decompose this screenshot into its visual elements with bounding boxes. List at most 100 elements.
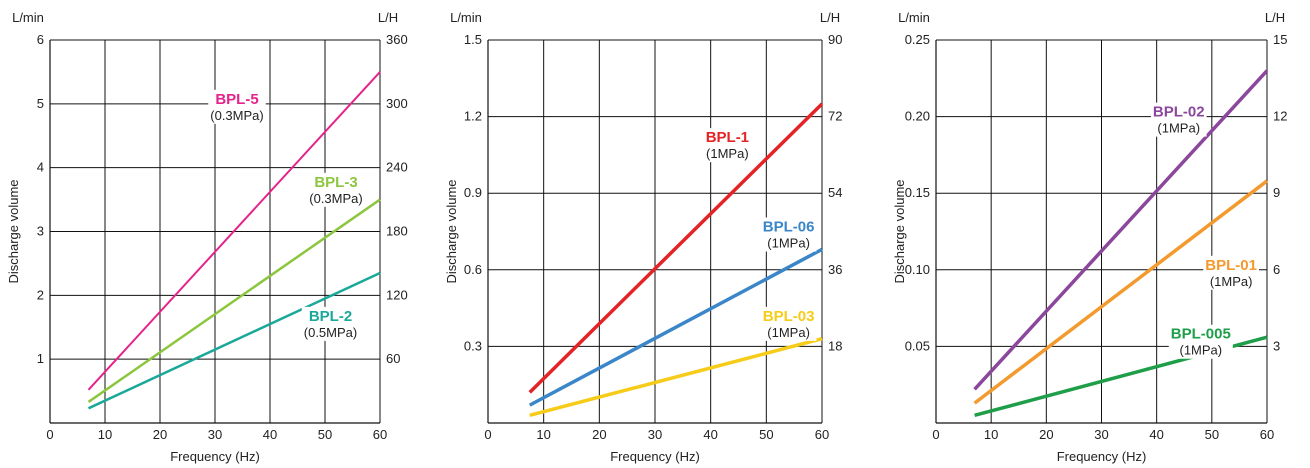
y-tick-left-label: 0.3: [464, 338, 482, 353]
left-unit-label: L/min: [898, 10, 930, 25]
y-tick-left-label: 1.5: [464, 32, 482, 47]
series-name-label: BPL-2: [309, 308, 352, 325]
y-tick-left-label: 6: [37, 32, 44, 47]
y-tick-left-label: 3: [37, 224, 44, 239]
y-tick-left-label: 2: [37, 287, 44, 302]
x-tick-label: 20: [153, 427, 167, 442]
x-tick-label: 50: [1205, 427, 1219, 442]
series-pressure-label: (1MPa): [1210, 274, 1253, 289]
right-unit-label: L/H: [1265, 10, 1285, 25]
left-unit-label: L/min: [450, 10, 482, 25]
right-unit-label: L/H: [378, 10, 398, 25]
y-tick-left-label: 0.6: [464, 262, 482, 277]
y-tick-right-label: 36: [828, 262, 842, 277]
x-tick-label: 0: [46, 427, 53, 442]
x-tick-label: 30: [648, 427, 662, 442]
y-tick-right-label: 180: [386, 224, 408, 239]
series-pressure-label: (0.3MPa): [309, 191, 362, 206]
y-tick-left-label: 0.10: [905, 262, 930, 277]
series-label-background: [307, 172, 365, 207]
y-tick-right-label: 240: [386, 160, 408, 175]
series-pressure-label: (1MPa): [767, 325, 810, 340]
x-axis-title: Frequency (Hz): [1057, 449, 1147, 464]
y-tick-left-label: 0.9: [464, 185, 482, 200]
chart-panel-1: 1 2 3 4 5 6 60 120 180 240 300 360 0 10 20 30 40 50 60 L/mi…: [6, 10, 408, 464]
x-tick-label: 30: [208, 427, 222, 442]
y-tick-right-label: 54: [828, 185, 842, 200]
y-tick-left-label: 0.05: [905, 338, 930, 353]
y-tick-left-label: 4: [37, 160, 44, 175]
x-tick-label: 60: [815, 427, 829, 442]
y-tick-left-label: 0.15: [905, 185, 930, 200]
left-unit-label: L/min: [12, 10, 44, 25]
y-tick-right-label: 360: [386, 32, 408, 47]
x-tick-label: 0: [932, 427, 939, 442]
y-tick-right-label: 12: [1273, 109, 1287, 124]
y-tick-right-label: 6: [1273, 262, 1280, 277]
y-tick-right-label: 3: [1273, 338, 1280, 353]
x-tick-label: 50: [759, 427, 773, 442]
y-tick-left-label: 5: [37, 96, 44, 111]
x-tick-label: 60: [373, 427, 387, 442]
y-tick-right-label: 72: [828, 109, 842, 124]
series-label-background: [703, 128, 752, 163]
series-name-label: BPL-02: [1153, 104, 1205, 121]
x-tick-label: 20: [592, 427, 606, 442]
y-tick-left-label: 0.20: [905, 109, 930, 124]
y-axis-title: Discharge volume: [892, 179, 907, 283]
series-line-bpl-02: [973, 69, 1269, 391]
x-tick-label: 30: [1094, 427, 1108, 442]
series-pressure-label: (1MPa): [706, 146, 749, 161]
x-axis-title: Frequency (Hz): [170, 449, 260, 464]
x-tick-label: 10: [98, 427, 112, 442]
series-line-bpl-5: [87, 71, 381, 391]
y-tick-right-label: 15: [1273, 32, 1287, 47]
chart-panel-2: 0.3 0.6 0.9 1.2 1.5 18 36 54 72 90 0 10 20 30 40 50 60 L/…: [444, 10, 842, 464]
chart-panel-3: 0.05 0.10 0.15 0.20 0.25 3 6 9 12 15 0 10 20 30 40 50 60…: [892, 10, 1287, 464]
x-tick-label: 20: [1039, 427, 1053, 442]
series-name-label: BPL-06: [763, 219, 815, 236]
x-tick-label: 40: [263, 427, 277, 442]
series-pressure-label: (0.3MPa): [210, 108, 263, 123]
y-tick-left-label: 1.2: [464, 109, 482, 124]
series-name-label: BPL-5: [215, 91, 258, 108]
y-tick-right-label: 300: [386, 96, 408, 111]
y-tick-right-label: 9: [1273, 185, 1280, 200]
y-axis-title: Discharge volume: [6, 179, 21, 283]
series-pressure-label: (1MPa): [1179, 343, 1222, 358]
series-label-background: [1168, 324, 1233, 359]
series-name-label: BPL-005: [1171, 326, 1231, 343]
x-tick-label: 40: [1149, 427, 1163, 442]
y-tick-right-label: 18: [828, 338, 842, 353]
right-unit-label: L/H: [820, 10, 840, 25]
series-pressure-label: (1MPa): [767, 236, 810, 251]
series-name-label: BPL-3: [314, 174, 357, 191]
x-tick-label: 50: [318, 427, 332, 442]
series-label-background: [1150, 102, 1207, 137]
x-axis-title: Frequency (Hz): [610, 449, 700, 464]
y-axis-title: Discharge volume: [444, 179, 459, 283]
series-label-background: [1203, 255, 1259, 290]
series-pressure-label: (1MPa): [1157, 121, 1200, 136]
series-label-background: [301, 306, 360, 341]
x-tick-label: 10: [536, 427, 550, 442]
y-tick-left-label: 0.25: [905, 32, 930, 47]
series-name-label: BPL-03: [763, 308, 815, 325]
series-line-bpl-03: [529, 337, 823, 418]
series-name-label: BPL-1: [706, 129, 749, 146]
series-name-label: BPL-01: [1205, 257, 1257, 274]
x-tick-label: 60: [1260, 427, 1274, 442]
series-line-bpl-1: [528, 102, 824, 394]
x-tick-label: 10: [984, 427, 998, 442]
x-tick-label: 0: [484, 427, 491, 442]
x-tick-label: 40: [703, 427, 717, 442]
series-pressure-label: (0.5MPa): [304, 325, 357, 340]
series-line-bpl-3: [87, 198, 381, 403]
y-tick-right-label: 60: [386, 351, 400, 366]
series-line-bpl-2: [87, 271, 381, 410]
y-tick-left-label: 1: [37, 351, 44, 366]
series-line-bpl-06: [528, 247, 823, 407]
y-tick-right-label: 120: [386, 287, 408, 302]
series-line-bpl-01: [973, 179, 1269, 405]
